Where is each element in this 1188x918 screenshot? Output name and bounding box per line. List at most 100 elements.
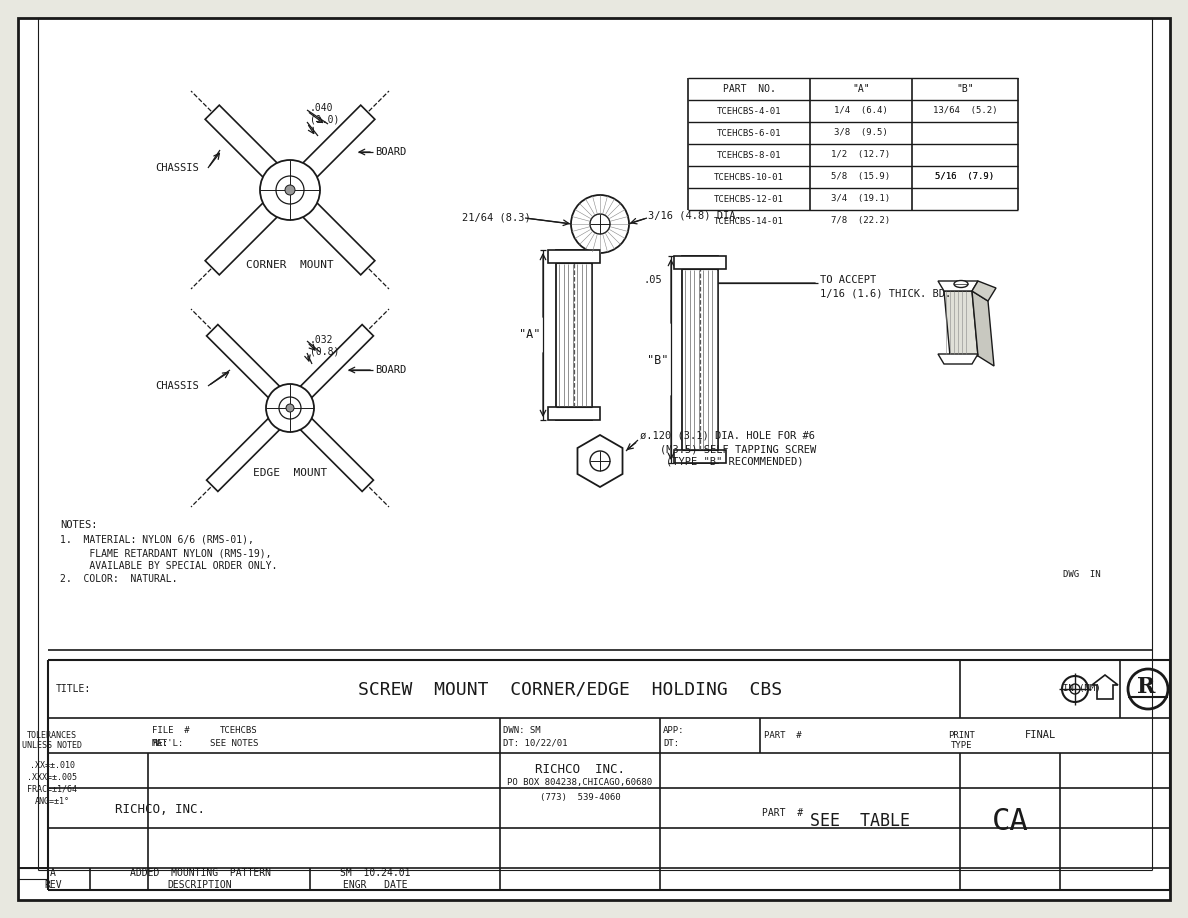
- Text: DESCRIPTION: DESCRIPTION: [168, 880, 233, 890]
- Text: RICHCO, INC.: RICHCO, INC.: [115, 803, 206, 816]
- Text: (TYPE "B" RECOMMENDED): (TYPE "B" RECOMMENDED): [666, 457, 803, 467]
- Text: SCREW  MOUNT  CORNER/EDGE  HOLDING  CBS: SCREW MOUNT CORNER/EDGE HOLDING CBS: [358, 680, 782, 698]
- Text: DWN: SM: DWN: SM: [503, 726, 541, 735]
- Text: BOARD: BOARD: [375, 365, 406, 375]
- Circle shape: [571, 195, 628, 253]
- Text: TITLE:: TITLE:: [56, 684, 91, 694]
- Text: EDGE  MOUNT: EDGE MOUNT: [253, 468, 327, 478]
- Text: CHASSIS: CHASSIS: [154, 381, 198, 391]
- Polygon shape: [939, 281, 978, 291]
- Text: PART  #: PART #: [764, 731, 802, 740]
- Text: 1/2  (12.7): 1/2 (12.7): [832, 151, 891, 160]
- Text: 3/4  (19.1): 3/4 (19.1): [832, 195, 891, 204]
- Text: FLAME RETARDANT NYLON (RMS-19),: FLAME RETARDANT NYLON (RMS-19),: [61, 548, 272, 558]
- Polygon shape: [206, 106, 375, 274]
- Text: 3/16 (4.8) DIA.: 3/16 (4.8) DIA.: [647, 210, 741, 220]
- Text: TCEHCBS-12-01: TCEHCBS-12-01: [714, 195, 784, 204]
- Text: TOLERANCES: TOLERANCES: [27, 731, 77, 740]
- Text: (M3.5) SELF TAPPING SCREW: (M3.5) SELF TAPPING SCREW: [661, 444, 816, 454]
- Text: NOTES:: NOTES:: [61, 520, 97, 530]
- Text: REV: REV: [44, 880, 62, 890]
- Text: ANG=±1°: ANG=±1°: [34, 797, 70, 806]
- Polygon shape: [972, 281, 996, 301]
- Text: 2.  COLOR:  NATURAL.: 2. COLOR: NATURAL.: [61, 574, 177, 584]
- Text: ENGR   DATE: ENGR DATE: [342, 880, 407, 890]
- Text: (1.0): (1.0): [310, 115, 340, 125]
- Text: FINAL: FINAL: [1024, 731, 1056, 741]
- Text: .040: .040: [310, 103, 334, 113]
- Text: TCEHCBS-10-01: TCEHCBS-10-01: [714, 173, 784, 182]
- Text: FRAC=±1/64: FRAC=±1/64: [27, 785, 77, 794]
- Text: 5/16  (7.9): 5/16 (7.9): [935, 173, 994, 182]
- Text: (0.8): (0.8): [310, 347, 340, 357]
- Circle shape: [260, 160, 320, 220]
- Polygon shape: [944, 291, 978, 356]
- Text: DT: 10/22/01: DT: 10/22/01: [503, 739, 568, 748]
- Text: PRINT: PRINT: [948, 731, 975, 740]
- Text: CHASSIS: CHASSIS: [154, 163, 198, 173]
- Ellipse shape: [954, 281, 968, 287]
- Text: A: A: [50, 868, 56, 878]
- Text: TO ACCEPT: TO ACCEPT: [820, 275, 877, 285]
- Text: TYPE: TYPE: [952, 741, 973, 750]
- Text: RE:: RE:: [152, 739, 169, 748]
- Text: FILE  #: FILE #: [152, 726, 190, 735]
- Circle shape: [285, 185, 295, 195]
- Text: CORNER  MOUNT: CORNER MOUNT: [246, 260, 334, 270]
- Text: .05: .05: [643, 275, 662, 285]
- Bar: [682, 256, 718, 463]
- Text: 3/8  (9.5): 3/8 (9.5): [834, 129, 887, 138]
- Text: AVAILABLE BY SPECIAL ORDER ONLY.: AVAILABLE BY SPECIAL ORDER ONLY.: [61, 561, 277, 571]
- Text: 21/64 (8.3): 21/64 (8.3): [462, 213, 531, 223]
- Text: 5/16  (7.9): 5/16 (7.9): [935, 173, 994, 182]
- Text: R: R: [1137, 676, 1155, 698]
- Text: .XX=±.010: .XX=±.010: [30, 761, 75, 770]
- Text: DT:: DT:: [663, 739, 680, 748]
- Polygon shape: [206, 106, 375, 274]
- Circle shape: [266, 384, 314, 432]
- Text: "B": "B": [647, 353, 669, 366]
- Text: (773)  539-4060: (773) 539-4060: [539, 793, 620, 802]
- Text: 1/16 (1.6) THICK. BD.: 1/16 (1.6) THICK. BD.: [820, 288, 952, 298]
- Bar: [548, 250, 600, 263]
- Text: 1/4  (6.4): 1/4 (6.4): [834, 106, 887, 116]
- Text: SEE  TABLE: SEE TABLE: [810, 812, 910, 831]
- Polygon shape: [207, 325, 373, 491]
- Text: SM  10.24.01: SM 10.24.01: [340, 868, 410, 878]
- Text: "A": "A": [852, 84, 870, 94]
- Text: 5/8  (15.9): 5/8 (15.9): [832, 173, 891, 182]
- Text: APP:: APP:: [663, 726, 684, 735]
- Text: TCEHCBS-4-01: TCEHCBS-4-01: [716, 106, 782, 116]
- Text: .XXX=±.005: .XXX=±.005: [27, 773, 77, 782]
- Polygon shape: [939, 354, 978, 364]
- Text: PO BOX 804238,CHICAGO,60680: PO BOX 804238,CHICAGO,60680: [507, 778, 652, 787]
- Circle shape: [286, 404, 293, 412]
- Text: 13/64  (5.2): 13/64 (5.2): [933, 106, 997, 116]
- Polygon shape: [577, 435, 623, 487]
- Bar: [674, 450, 726, 463]
- Text: SEE NOTES: SEE NOTES: [210, 739, 258, 748]
- Text: .032: .032: [310, 335, 334, 345]
- Text: TCEHCBS-14-01: TCEHCBS-14-01: [714, 217, 784, 226]
- Text: TCEHCBS: TCEHCBS: [220, 726, 258, 735]
- Text: 1.  MATERIAL: NYLON 6/6 (RMS-01),: 1. MATERIAL: NYLON 6/6 (RMS-01),: [61, 535, 254, 545]
- Text: TCEHCBS-6-01: TCEHCBS-6-01: [716, 129, 782, 138]
- Text: ADDED  MOUNTING  PATTERN: ADDED MOUNTING PATTERN: [129, 868, 271, 878]
- Text: 7/8  (22.2): 7/8 (22.2): [832, 217, 891, 226]
- Polygon shape: [972, 291, 994, 366]
- Bar: [674, 256, 726, 269]
- Text: "B": "B": [956, 84, 974, 94]
- Text: UNLESS NOTED: UNLESS NOTED: [23, 741, 82, 750]
- Text: PART  #: PART #: [762, 809, 803, 819]
- Text: BOARD: BOARD: [375, 147, 406, 157]
- Text: DWG  IN: DWG IN: [1063, 570, 1100, 579]
- Bar: [556, 250, 592, 420]
- Text: TCEHCBS-8-01: TCEHCBS-8-01: [716, 151, 782, 160]
- Text: IN (MM): IN (MM): [1063, 685, 1100, 693]
- Bar: [548, 407, 600, 420]
- Text: CA: CA: [992, 807, 1029, 836]
- Text: RICHCO  INC.: RICHCO INC.: [535, 763, 625, 776]
- Text: "A": "A": [519, 329, 541, 341]
- Polygon shape: [207, 325, 373, 491]
- Text: ø.120 (3.1) DIA. HOLE FOR #6: ø.120 (3.1) DIA. HOLE FOR #6: [640, 431, 815, 441]
